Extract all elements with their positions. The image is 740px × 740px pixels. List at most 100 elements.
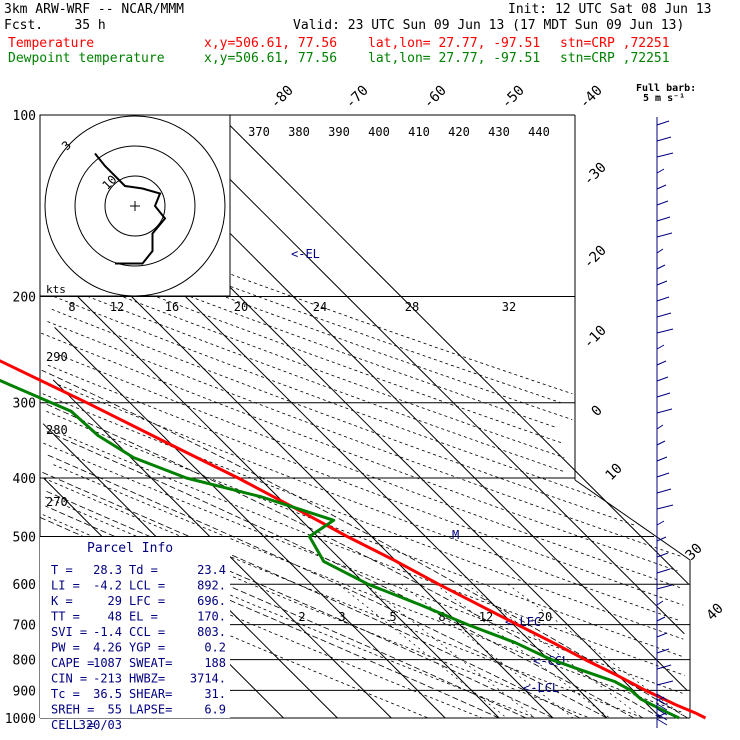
mixing-ratio-label: 20	[538, 610, 552, 624]
temperature-legend-label: Temperature	[8, 36, 95, 51]
dry-adiabat-line	[47, 321, 682, 557]
wind-barb	[656, 698, 668, 706]
wind-barb	[656, 344, 665, 350]
wind-barb	[656, 392, 671, 398]
theta-label: 420	[448, 125, 470, 139]
parcel-key: SREH =	[51, 703, 94, 717]
theta-label: 270	[46, 495, 68, 509]
mixing-ratio-line	[435, 583, 610, 719]
wind-barb	[656, 312, 672, 318]
isotherm-line	[52, 379, 392, 719]
parcel-key: LFC =	[129, 594, 165, 608]
parcel-key: EL =	[129, 610, 158, 624]
dry-adiabat-line	[47, 364, 684, 606]
dry-adiabat-line	[41, 332, 678, 572]
parcel-value: 803.	[197, 625, 226, 639]
mixing-ratio-grid	[338, 583, 687, 719]
wind-barb	[656, 568, 671, 574]
dry-adiabat-line	[59, 354, 683, 589]
isotherm-label: -80	[268, 83, 297, 112]
dry-adiabat-line	[51, 308, 637, 527]
parcel-value: -213	[93, 672, 122, 686]
parcel-key: CAPE =	[51, 656, 94, 670]
mixing-ratio-label: 8	[68, 300, 75, 314]
parcel-value: 188	[204, 656, 226, 670]
isotherm-line	[165, 114, 685, 635]
pressure-tick-label: 900	[13, 684, 36, 699]
wind-barb	[656, 600, 664, 606]
pressure-tick-label: 1000	[5, 712, 36, 727]
wind-barb	[656, 713, 668, 721]
wind-barb	[656, 456, 668, 462]
parcel-key: K =	[51, 594, 73, 608]
dry-adiabat-line	[77, 253, 557, 429]
parcel-key: HWBZ=	[129, 672, 165, 686]
parcel-key: Tc =	[51, 687, 80, 701]
parcel-key: LAPSE=	[129, 703, 172, 717]
moist-adiabat-line	[40, 471, 581, 719]
parcel-key: CCL =	[129, 625, 165, 639]
isotherm-label: -60	[421, 83, 450, 112]
dry-adiabat-line	[46, 427, 685, 676]
barb-legend-value: 5 m s⁻¹	[643, 93, 686, 104]
mixing-ratio-label: 24	[313, 300, 327, 314]
isotherm-label: 0	[589, 403, 606, 420]
pressure-tick-label: 700	[13, 619, 36, 634]
wind-barbs	[656, 117, 674, 728]
dry-adiabat-line	[53, 282, 564, 472]
wind-barb	[656, 360, 667, 366]
parcel-key: Td =	[129, 563, 158, 577]
wind-barb	[656, 504, 674, 510]
moist-adiabat-line	[45, 453, 608, 719]
dewpoint-legend-label: Dewpoint temperature	[8, 51, 165, 66]
parcel-value: -1.4	[93, 625, 122, 639]
wind-barb	[656, 440, 666, 446]
pressure-tick-label: 200	[13, 291, 36, 306]
theta-label: 380	[288, 125, 310, 139]
isotherm-label: -20	[581, 243, 610, 272]
pressure-tick-label: 500	[13, 530, 36, 545]
wind-barb	[656, 152, 674, 158]
mixing-ratio-label: 8	[438, 610, 445, 624]
parcel-value: 696.	[197, 594, 226, 608]
parcel-value: 0.2	[204, 641, 226, 655]
mixing-ratio-label: 12	[479, 610, 493, 624]
wind-barb	[656, 552, 669, 558]
dry-adiabat-line	[68, 237, 573, 420]
pressure-tick-label: 300	[13, 397, 36, 412]
theta-label: 400	[368, 125, 390, 139]
dry-adiabat-line	[56, 220, 561, 404]
wind-barb	[656, 472, 670, 478]
isotherm-line	[219, 114, 690, 585]
wind-barb	[656, 488, 672, 494]
dry-adiabat-line	[53, 296, 596, 498]
level-marker: <-LCL	[523, 681, 559, 695]
parcel-value: 4.26	[93, 641, 122, 655]
wind-barb	[656, 136, 672, 142]
wind-barb	[656, 693, 668, 701]
pressure-tick-label: 800	[13, 654, 36, 669]
dewpoint-legend-station: stn=CRP ,72251	[560, 51, 670, 66]
dewpoint-legend-xy: x,y=506.61, 77.56	[204, 51, 338, 66]
wind-barb	[656, 248, 664, 254]
init-time: Init: 12 UTC Sat 08 Jun 13	[508, 2, 712, 17]
wind-barb	[656, 232, 673, 238]
parcel-title: Parcel Info	[87, 541, 173, 556]
wind-barb	[656, 408, 673, 414]
wind-barb	[656, 520, 665, 526]
wind-barb	[656, 680, 674, 686]
wind-barb	[656, 120, 670, 126]
parcel-value: 1087	[93, 656, 122, 670]
isotherm-label: -30	[581, 160, 610, 189]
theta-label: 290	[46, 350, 68, 364]
parcel-key: LCL =	[129, 579, 165, 593]
parcel-value: 28.3	[93, 563, 122, 577]
sounding-series	[0, 359, 707, 720]
mixing-ratio-label: 5	[389, 610, 396, 624]
mixing-ratio-label: 3	[338, 610, 345, 624]
mixing-ratio-line	[507, 583, 687, 719]
parcel-value: 170.	[197, 610, 226, 624]
dry-adiabat-line	[53, 464, 684, 714]
